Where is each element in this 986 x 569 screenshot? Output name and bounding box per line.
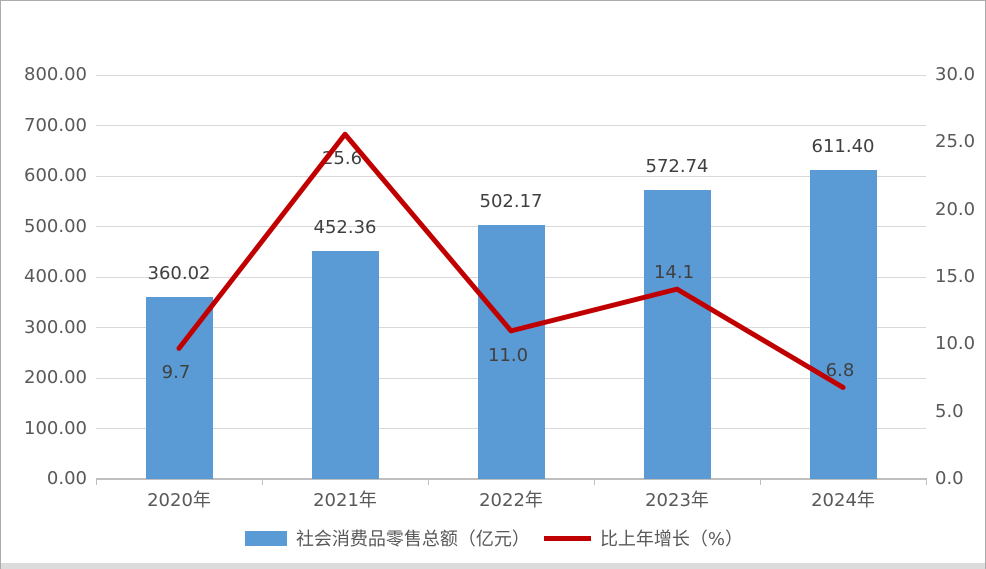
x-axis-tick bbox=[926, 480, 927, 485]
bar-value-label: 452.36 bbox=[313, 216, 377, 238]
bar bbox=[809, 170, 877, 479]
gridline bbox=[96, 74, 926, 76]
line-value-label: 6.8 bbox=[825, 360, 855, 382]
legend-label: 社会消费品零售总额（亿元） bbox=[295, 529, 530, 550]
left-axis-tick-label: 200.00 bbox=[24, 367, 87, 388]
line-series-swatch bbox=[543, 535, 591, 541]
legend-label: 比上年增长（%） bbox=[599, 529, 744, 550]
growth-line-path bbox=[176, 131, 846, 390]
x-axis-tick bbox=[760, 480, 761, 485]
gridline bbox=[96, 175, 926, 177]
bar bbox=[477, 225, 545, 479]
right-axis-tick-label: 20.0 bbox=[935, 198, 976, 220]
bar-value-label: 502.17 bbox=[479, 191, 543, 213]
x-axis-tick bbox=[96, 480, 97, 485]
bar-value-label: 572.74 bbox=[645, 155, 709, 177]
left-axis-tick-label: 800.00 bbox=[24, 64, 87, 85]
legend-item-retail-total: 社会消费品零售总额（亿元） bbox=[244, 525, 530, 551]
left-axis-tick-label: 700.00 bbox=[24, 114, 87, 136]
x-axis-category-label: 2020年 bbox=[147, 490, 211, 511]
line-value-label: 14.1 bbox=[653, 262, 695, 284]
x-axis-category-label: 2023年 bbox=[645, 490, 709, 511]
right-axis-tick-label: 15.0 bbox=[935, 266, 976, 287]
right-axis-tick-label: 30.0 bbox=[935, 64, 976, 85]
left-axis-tick-label: 0.00 bbox=[46, 468, 87, 489]
left-axis-tick-label: 500.00 bbox=[24, 215, 87, 237]
window-bottom-edge bbox=[1, 563, 985, 569]
bar bbox=[145, 297, 213, 479]
x-axis-line bbox=[96, 478, 927, 480]
line-value-label: 11.0 bbox=[487, 344, 529, 366]
x-axis-category-label: 2022年 bbox=[479, 490, 543, 511]
left-axis-tick-label: 400.00 bbox=[24, 266, 87, 287]
line-value-label: 9.7 bbox=[161, 362, 191, 384]
right-axis-tick-label: 5.0 bbox=[935, 400, 964, 422]
left-axis-tick-label: 300.00 bbox=[24, 316, 87, 338]
right-axis-tick-label: 25.0 bbox=[935, 131, 976, 153]
right-axis-tick-label: 0.0 bbox=[935, 468, 964, 489]
gridline bbox=[96, 125, 926, 126]
x-axis-tick bbox=[428, 480, 429, 485]
left-axis-tick-label: 100.00 bbox=[24, 417, 87, 439]
bar-value-label: 360.02 bbox=[147, 263, 211, 285]
bar bbox=[643, 189, 711, 479]
bar-series-swatch bbox=[244, 530, 287, 546]
x-axis-category-label: 2024年 bbox=[811, 490, 875, 511]
legend-item-growth-rate: 比上年增长（%） bbox=[543, 525, 744, 551]
x-axis-tick bbox=[594, 480, 595, 485]
left-axis-tick-label: 600.00 bbox=[24, 165, 87, 186]
legend: 社会消费品零售总额（亿元） 比上年增长（%） bbox=[1, 525, 985, 551]
bar bbox=[311, 250, 379, 479]
x-axis-category-label: 2021年 bbox=[313, 490, 377, 511]
bar-value-label: 611.40 bbox=[811, 136, 875, 158]
x-axis-tick bbox=[262, 480, 263, 485]
right-axis-tick-label: 10.0 bbox=[935, 333, 976, 355]
